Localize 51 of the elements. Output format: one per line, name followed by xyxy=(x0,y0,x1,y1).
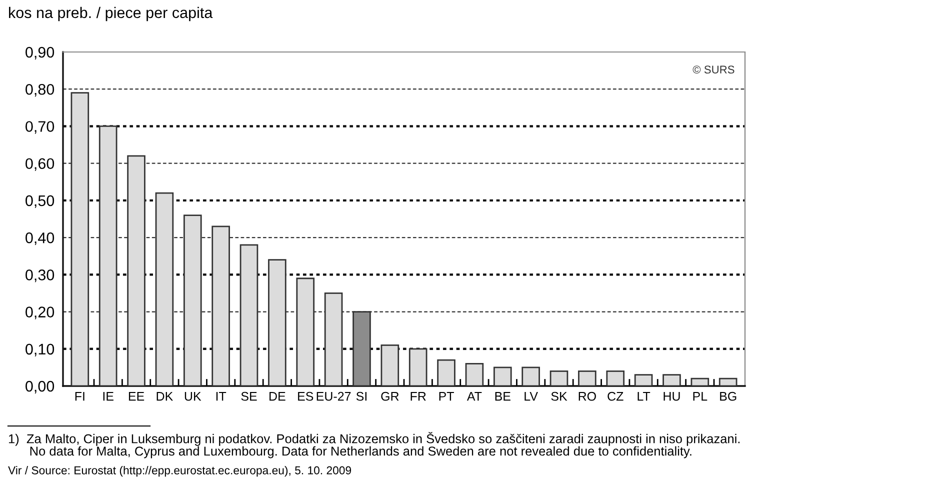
x-tick-label: BE xyxy=(495,392,510,401)
x-tick-label: EU-27 xyxy=(316,392,351,401)
x-tick-label: UK xyxy=(184,392,202,401)
x-tick-label: PT xyxy=(439,392,454,401)
x-tick-label: SI xyxy=(356,392,366,401)
bar xyxy=(634,374,653,386)
x-tick-label: HU xyxy=(664,392,680,401)
annotation: © SURS xyxy=(692,66,734,74)
x-tick-label: BG xyxy=(720,392,736,401)
y-tick-label: 0,00 xyxy=(26,380,54,394)
x-tick-label: PL xyxy=(693,392,708,401)
x-tick-label: LT xyxy=(638,392,650,401)
bar xyxy=(380,344,400,386)
bar xyxy=(437,359,456,386)
y-tick-label: 0,10 xyxy=(26,344,54,356)
bar xyxy=(522,366,540,386)
x-tick-label: SK xyxy=(551,392,568,401)
x-tick-label: FR xyxy=(410,392,426,401)
bar xyxy=(606,370,625,386)
x-tick-label: CZ xyxy=(608,392,624,401)
bar xyxy=(578,370,596,386)
y-tick-label: 0,20 xyxy=(26,306,54,320)
bar xyxy=(690,378,710,386)
y-tick-label: 0,50 xyxy=(26,195,54,208)
y-tick-label: 0,70 xyxy=(26,121,54,134)
x-tick-label: GR xyxy=(381,392,399,401)
y-tick-label: 0,80 xyxy=(26,84,54,97)
bar xyxy=(662,374,681,386)
x-tick-label: ES xyxy=(298,392,314,401)
text: 1) Za Malto, Ciper in Luksemburg ni podatkov. Podatki za Nizozemsko in Švedsko so zaščiteni zaradi zaupnosti in niso prikazani. No data for Malta, Cyprus and Luxembourg. Data for Netherlands and Sweden are not revealed due to confidentiality. xyxy=(8,432,740,458)
x-tick-label: LV xyxy=(524,392,538,401)
y-tick-label: 0,90 xyxy=(26,46,54,60)
y-tick-label: 0,60 xyxy=(26,158,54,171)
bar xyxy=(718,378,738,386)
chart-title: kos na preb. / piece per capita xyxy=(9,6,213,22)
x-tick-label: IE xyxy=(103,392,114,401)
bar xyxy=(408,348,428,386)
bar xyxy=(550,370,568,386)
x-tick-label: EE xyxy=(128,392,144,401)
x-tick-label: IT xyxy=(216,392,226,401)
x-tick-label: DK xyxy=(156,392,173,401)
x-tick-label: SE xyxy=(241,392,257,401)
bar xyxy=(493,366,512,386)
x-tick-label: DE xyxy=(270,392,286,401)
y-tick-label: 0,40 xyxy=(26,232,54,246)
bar xyxy=(465,363,484,386)
x-tick-label: FI xyxy=(75,392,84,401)
text: Vir / Source: Eurostat (http://epp.eurostat.ec.europa.eu), 5. 10. 2009 xyxy=(8,466,352,477)
y-tick-label: 0,30 xyxy=(26,270,54,282)
x-tick-label: AT xyxy=(466,392,482,401)
x-tick-label: RO xyxy=(578,392,596,401)
